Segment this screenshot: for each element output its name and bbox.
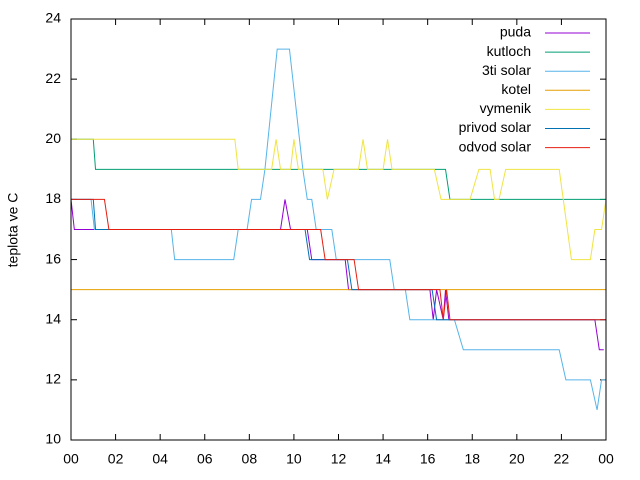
- legend-label: 3ti solar: [482, 62, 531, 78]
- plot-frame: [70, 18, 607, 441]
- x-tick-label: 22: [554, 451, 570, 467]
- y-tick-label: 18: [45, 190, 61, 206]
- series-line: [71, 138, 607, 261]
- x-tick-label: 18: [464, 451, 480, 467]
- legend-label: odvod solar: [459, 138, 532, 154]
- series-line: [70, 199, 604, 351]
- x-tick-label: 12: [331, 451, 347, 467]
- x-tick-label: 08: [242, 451, 258, 467]
- x-tick-label: 00: [598, 451, 614, 467]
- x-tick-label: 04: [152, 451, 168, 467]
- x-tick-label: 06: [197, 451, 213, 467]
- legend-label: kutloch: [487, 43, 531, 59]
- x-tick-label: 00: [63, 451, 79, 467]
- legend-label: privod solar: [459, 119, 532, 135]
- x-tick-label: 02: [108, 451, 124, 467]
- series-line: [71, 48, 606, 411]
- y-tick-label: 12: [45, 371, 61, 387]
- y-tick-label: 14: [45, 310, 61, 326]
- x-tick-label: 20: [509, 451, 525, 467]
- x-tick-label: 10: [286, 451, 302, 467]
- y-tick-label: 22: [45, 70, 61, 86]
- y-tick-label: 16: [45, 250, 61, 266]
- series-line: [71, 198, 606, 321]
- legend-label: kotel: [501, 81, 531, 97]
- y-tick-label: 24: [45, 10, 61, 26]
- x-tick-label: 14: [375, 451, 391, 467]
- y-tick-label: 10: [45, 431, 61, 447]
- legend-label: vymenik: [480, 100, 532, 116]
- y-axis-label: teplota ve C: [5, 193, 21, 268]
- y-tick-label: 20: [45, 130, 61, 146]
- x-tick-label: 16: [420, 451, 436, 467]
- legend-label: puda: [500, 24, 531, 40]
